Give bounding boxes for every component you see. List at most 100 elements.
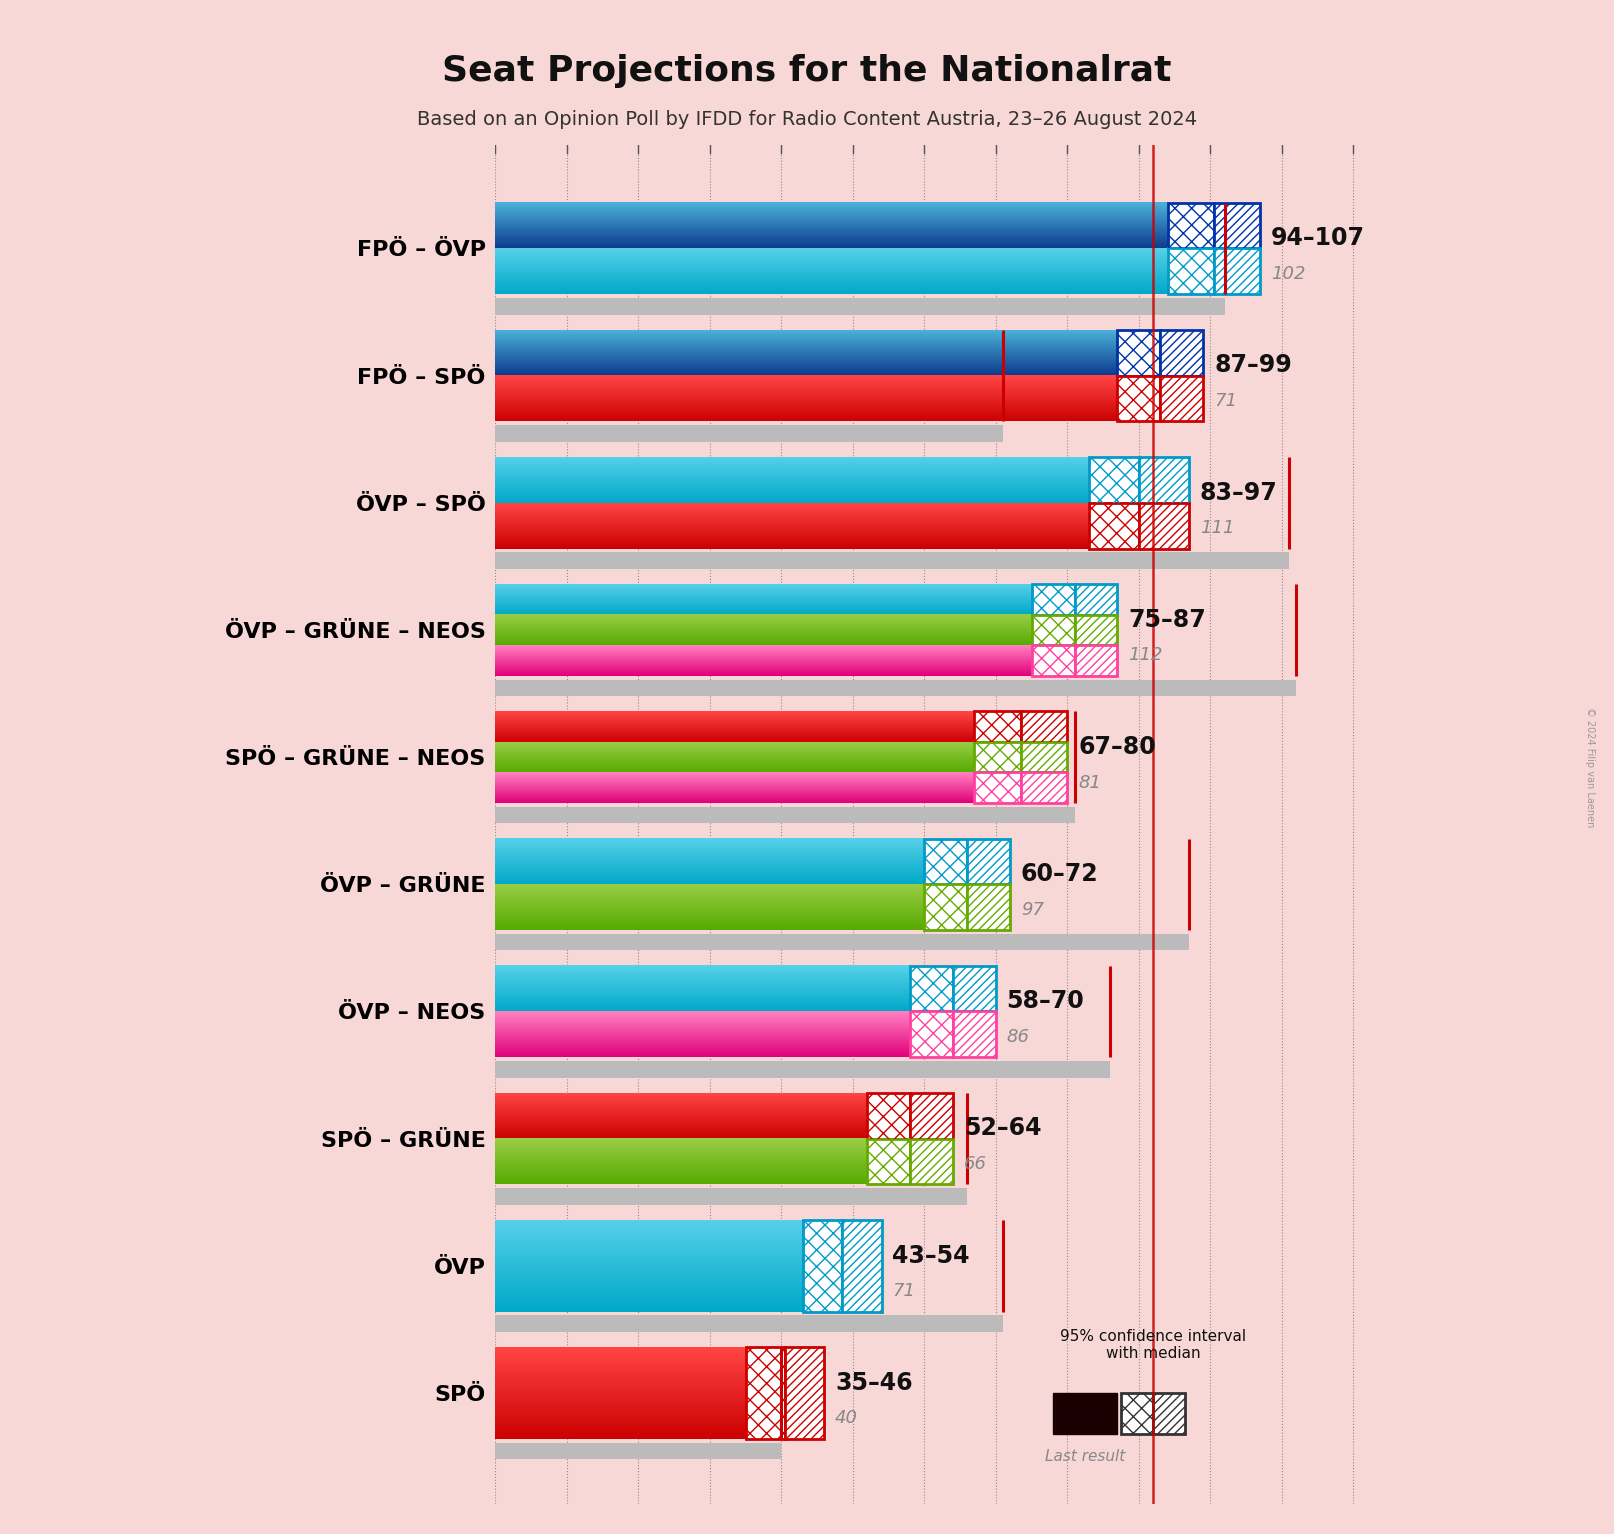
Bar [1075,584,1117,615]
Bar [910,1011,952,1057]
Bar [975,742,1022,773]
Bar [1214,249,1261,295]
Bar [1122,1393,1154,1434]
Bar [1160,376,1204,422]
Bar [495,1189,967,1204]
Bar [1031,584,1075,615]
Bar [1089,503,1139,549]
Text: © 2024 Filip van Laenen: © 2024 Filip van Laenen [1585,707,1595,827]
Text: 102: 102 [1272,265,1306,282]
Bar [967,884,1010,930]
Bar [1117,330,1160,376]
Bar [867,1092,910,1138]
Bar [495,1062,1110,1077]
Text: 97: 97 [1022,900,1044,919]
Bar [1117,330,1160,376]
Text: 81: 81 [1078,773,1101,792]
Text: 94–107: 94–107 [1272,225,1365,250]
Bar [1154,1393,1185,1434]
Bar [975,712,1022,742]
Bar [1167,202,1214,249]
Bar [910,1011,952,1057]
Bar [1089,503,1139,549]
Text: 112: 112 [1128,646,1162,664]
Bar [1089,457,1139,503]
Bar [1139,503,1190,549]
Text: 83–97: 83–97 [1199,480,1277,505]
Bar [1139,457,1190,503]
Bar [910,1092,952,1138]
Text: 75–87: 75–87 [1128,607,1206,632]
Bar [1139,503,1190,549]
Bar [843,1220,881,1312]
Text: 40: 40 [834,1410,859,1428]
Bar [1031,615,1075,646]
Bar [1139,457,1190,503]
Bar [910,1092,952,1138]
Text: Seat Projections for the Nationalrat: Seat Projections for the Nationalrat [442,54,1172,87]
Bar [952,1011,996,1057]
Bar [975,773,1022,802]
Bar [746,1347,784,1439]
Bar [1031,646,1075,675]
Bar [1117,376,1160,422]
Bar [495,1442,781,1459]
Text: 35–46: 35–46 [834,1371,912,1394]
Bar [867,1138,910,1184]
Bar [495,934,1190,951]
Bar [1031,646,1075,675]
Bar [1167,249,1214,295]
Bar [925,839,967,884]
Bar [1160,376,1204,422]
Text: Based on an Opinion Poll by IFDD for Radio Content Austria, 23–26 August 2024: Based on an Opinion Poll by IFDD for Rad… [416,110,1198,129]
Text: 58–70: 58–70 [1007,989,1085,1014]
Bar [495,680,1296,696]
Text: 43–54: 43–54 [893,1244,970,1267]
Bar [1022,742,1067,773]
Bar [1075,646,1117,675]
Bar [867,1138,910,1184]
Bar [1022,712,1067,742]
Bar [925,884,967,930]
Bar [1089,457,1139,503]
Bar [802,1220,843,1312]
Bar [1075,584,1117,615]
Bar [1075,615,1117,646]
Bar [746,1347,784,1439]
Bar [910,1138,952,1184]
Bar [910,966,952,1011]
Bar [802,1220,843,1312]
Bar [1022,773,1067,802]
Bar [1214,249,1261,295]
Text: 111: 111 [1199,518,1235,537]
Bar [967,839,1010,884]
Text: 66: 66 [964,1155,986,1174]
Bar [967,839,1010,884]
Bar [1075,646,1117,675]
Text: 95% confidence interval
with median: 95% confidence interval with median [1060,1328,1246,1361]
Bar [495,807,1075,824]
Bar [495,1316,1002,1332]
Bar [975,712,1022,742]
Bar [1022,712,1067,742]
Text: 52–64: 52–64 [964,1117,1041,1140]
Text: 71: 71 [893,1282,915,1301]
Bar [1022,773,1067,802]
Bar [1214,202,1261,249]
Bar [975,773,1022,802]
Bar [1167,249,1214,295]
Text: Last result: Last result [1046,1450,1125,1463]
Bar [495,552,1290,569]
Bar [1031,584,1075,615]
Text: 71: 71 [1214,393,1236,410]
Bar [1052,1393,1117,1434]
Bar [952,966,996,1011]
Bar [784,1347,825,1439]
Bar [867,1092,910,1138]
Bar [843,1220,881,1312]
Bar [952,966,996,1011]
Bar [925,839,967,884]
Text: 87–99: 87–99 [1214,353,1291,377]
Bar [495,298,1225,314]
Bar [1117,376,1160,422]
